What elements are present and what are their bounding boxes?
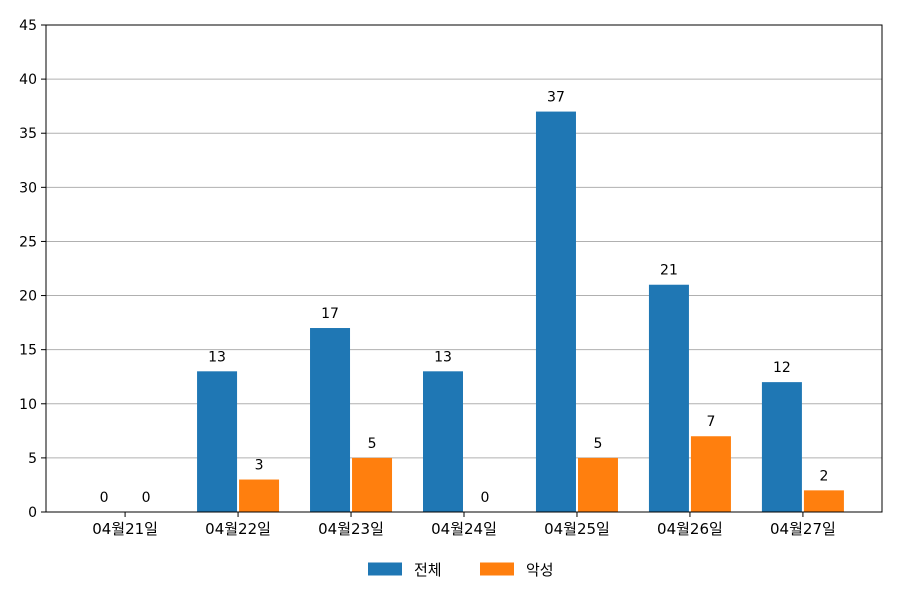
x-tick-label: 04월27일 [770, 520, 836, 538]
data-label: 37 [547, 90, 565, 106]
bar-total [761, 382, 802, 512]
y-tick-label: 25 [19, 234, 37, 250]
data-label: 12 [773, 360, 791, 376]
x-tick-label: 04월21일 [92, 520, 158, 538]
legend-swatch [368, 562, 402, 576]
data-label: 13 [208, 349, 226, 365]
y-tick-label: 10 [19, 397, 37, 413]
data-label: 7 [706, 414, 715, 430]
bars [197, 111, 844, 513]
x-tick-label: 04월25일 [544, 520, 610, 538]
data-labels: 0 0 13 3 17 5 13 0 37 5 21 7 12 2 [100, 90, 829, 506]
bar-malicious [690, 436, 731, 512]
y-tick-label: 5 [28, 451, 37, 467]
x-axis: 04월21일 04월22일 04월23일 04월24일 04월25일 04월26일 04월2… [92, 512, 836, 538]
data-label: 0 [142, 490, 151, 506]
x-tick-label: 04월26일 [657, 520, 723, 538]
data-label: 2 [819, 468, 828, 484]
bar-total [535, 111, 576, 513]
y-tick-label: 45 [19, 18, 37, 34]
data-label: 5 [594, 436, 603, 452]
bar-malicious [352, 457, 393, 512]
data-label: 0 [481, 490, 490, 506]
data-label: 17 [321, 306, 339, 322]
x-tick-label: 04월24일 [431, 520, 497, 538]
plot-frame [45, 24, 883, 513]
y-tick-label: 0 [28, 505, 37, 521]
y-tick-label: 35 [19, 126, 37, 142]
legend-label: 전체 [414, 561, 442, 579]
bar-total [310, 328, 351, 512]
y-tick-label: 15 [19, 343, 37, 359]
bar-total [197, 371, 238, 512]
y-tick-label: 30 [19, 180, 37, 196]
bar-total [423, 371, 463, 512]
data-label: 13 [434, 349, 452, 365]
y-axis: 0 5 10 15 20 25 30 35 40 45 [19, 18, 46, 521]
legend: 전체 악성 [368, 561, 554, 579]
y-tick-label: 40 [19, 72, 37, 88]
bar-total [648, 284, 689, 512]
x-tick-label: 04월22일 [205, 520, 271, 538]
data-label: 5 [368, 436, 377, 452]
bar-malicious [577, 457, 618, 512]
bar-malicious [803, 490, 844, 512]
legend-label: 악성 [526, 561, 554, 579]
data-label: 3 [255, 458, 264, 474]
bar-malicious [239, 479, 280, 512]
y-tick-label: 20 [19, 289, 37, 305]
data-label: 21 [660, 263, 678, 279]
data-label: 0 [100, 490, 109, 506]
grid-lines [46, 78, 882, 459]
legend-swatch [480, 562, 514, 576]
x-tick-label: 04월23일 [318, 520, 384, 538]
